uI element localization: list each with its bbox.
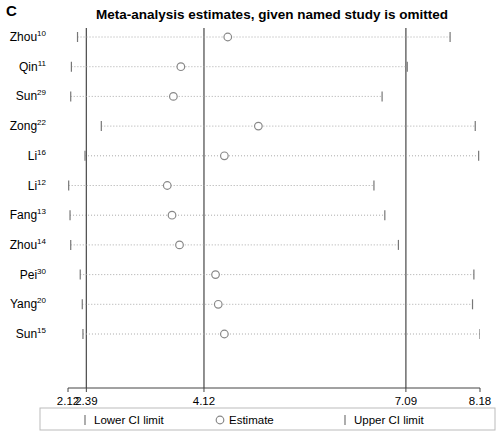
estimate <box>214 301 222 309</box>
ci-limit <box>70 91 71 101</box>
study-label: Fang13 <box>10 207 47 222</box>
study-label: Zhou10 <box>10 29 47 44</box>
study-ref: 12 <box>37 178 46 187</box>
study-label: Li16 <box>28 148 47 163</box>
legend-symbol <box>216 416 224 424</box>
study-ref: 29 <box>37 88 46 97</box>
panel-label: C <box>6 2 17 19</box>
legend-label: Lower CI limit <box>94 414 164 426</box>
ci-limit <box>381 91 382 101</box>
x-tick-label: 7.09 <box>395 395 417 407</box>
ci-limit <box>71 62 72 72</box>
ci-line <box>83 334 480 335</box>
x-tick <box>203 388 204 392</box>
estimate <box>255 122 263 130</box>
legend-symbol <box>84 415 85 425</box>
estimate <box>221 152 229 160</box>
ci-limit <box>82 329 83 339</box>
ci-limit <box>77 32 78 42</box>
estimate <box>177 63 185 71</box>
estimate <box>170 93 178 101</box>
ci-limit <box>69 210 70 220</box>
ci-line <box>101 126 475 127</box>
ci-line <box>71 96 382 97</box>
estimate <box>212 271 220 279</box>
x-axis <box>68 388 480 389</box>
x-tick-label: 4.12 <box>193 395 215 407</box>
estimate <box>163 182 171 190</box>
legend-symbol <box>344 415 345 425</box>
ci-limit <box>398 240 399 250</box>
ci-limit <box>473 270 474 280</box>
overall-line <box>405 28 406 388</box>
x-tick <box>405 388 406 392</box>
ci-line <box>82 304 472 305</box>
ci-limit <box>472 299 473 309</box>
ci-limit <box>80 270 81 280</box>
ci-limit <box>479 329 480 339</box>
ci-line <box>71 244 399 245</box>
estimate <box>221 330 229 338</box>
study-label: Sun29 <box>16 88 47 103</box>
ci-limit <box>84 151 85 161</box>
x-tick-label: 2.39 <box>75 395 97 407</box>
study-ref: 15 <box>37 326 46 335</box>
study-ref: 14 <box>37 237 46 246</box>
ci-line <box>69 185 374 186</box>
ci-limit <box>475 121 476 131</box>
estimate <box>168 211 176 219</box>
ci-limit <box>70 240 71 250</box>
chart: C Meta-analysis estimates, given named st… <box>0 0 500 431</box>
study-label: Sun15 <box>16 326 47 341</box>
ci-limit <box>101 121 102 131</box>
ci-limit <box>373 181 374 191</box>
ci-limit <box>449 32 450 42</box>
study-label: Zhou14 <box>10 237 47 252</box>
estimate <box>176 241 184 249</box>
x-tick <box>68 388 69 392</box>
study-label: Yang20 <box>10 296 47 311</box>
x-tick <box>86 388 87 392</box>
ci-limit <box>384 210 385 220</box>
study-label: Qin11 <box>19 59 47 74</box>
ci-limit <box>82 299 83 309</box>
marks <box>69 32 480 339</box>
ci-line <box>80 274 474 275</box>
ci-limit <box>68 181 69 191</box>
ci-limit <box>407 62 408 72</box>
study-ref: 11 <box>38 59 47 68</box>
study-ref: 13 <box>37 207 46 216</box>
title: Meta-analysis estimates, given named stu… <box>96 7 448 22</box>
ci-line <box>70 215 385 216</box>
legend-box <box>40 408 495 430</box>
study-label: Pei30 <box>20 267 47 282</box>
estimate <box>224 33 232 41</box>
x-tick-label: 8.18 <box>469 395 491 407</box>
study-ref: 10 <box>37 29 46 38</box>
x-tick <box>480 388 481 392</box>
study-ref: 22 <box>37 118 46 127</box>
ci-line <box>85 155 479 156</box>
study-ref: 30 <box>37 267 46 276</box>
study-ref: 20 <box>37 296 46 305</box>
study-label: Zong22 <box>10 118 47 133</box>
study-ref: 16 <box>37 148 46 157</box>
ci-line <box>71 66 407 67</box>
legend-label: Estimate <box>229 414 274 426</box>
ci-limit <box>478 151 479 161</box>
legend-label: Upper CI limit <box>354 414 424 426</box>
study-label: Li12 <box>28 178 47 193</box>
ci-line <box>78 37 451 38</box>
